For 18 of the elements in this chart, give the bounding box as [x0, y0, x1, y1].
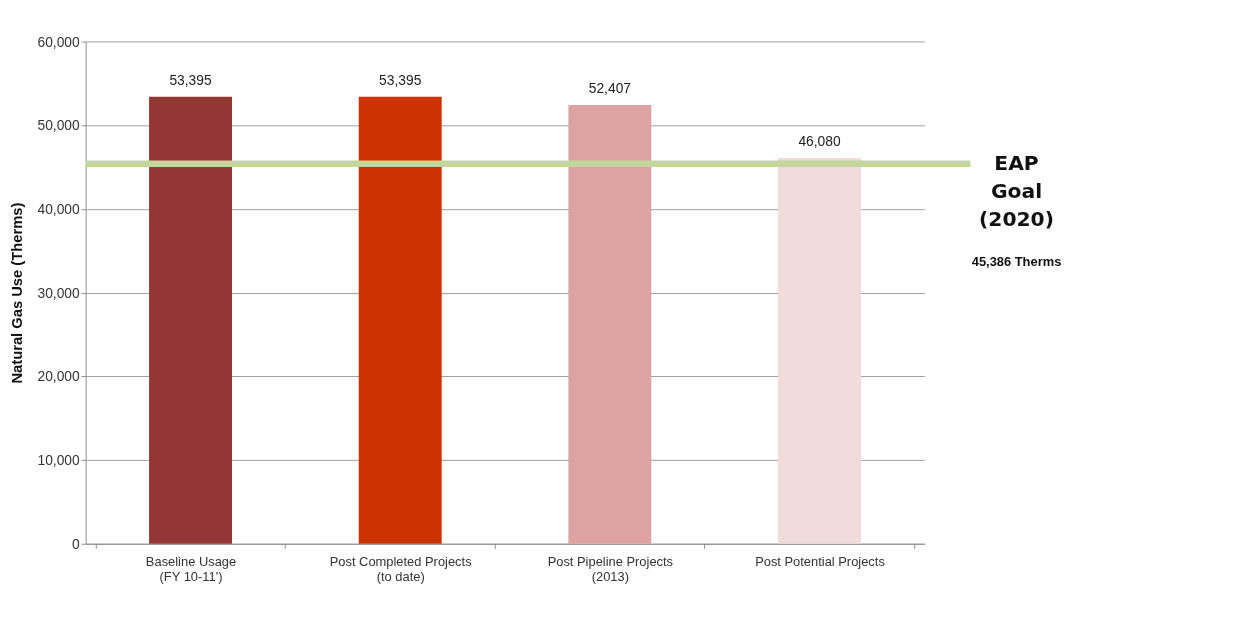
y-tick-label: 30,000 [37, 284, 81, 301]
ref-line-label: EAP Goal (2020) [979, 151, 1054, 231]
text: 45,386 Therms [971, 254, 1062, 270]
data-label: 53,395 [379, 71, 422, 88]
x-tick-label: Post Potential Projects [755, 554, 885, 570]
x-tick-label: Baseline Usage (FY 10-11') [145, 554, 237, 585]
y-tick-label: 50,000 [37, 117, 81, 134]
y-tick-label: 60,000 [37, 33, 81, 50]
y-tick-label: 10,000 [37, 452, 81, 469]
data-label: 53,395 [169, 71, 212, 88]
x-tick-label: Post Completed Projects (to date) [329, 554, 472, 585]
y-tick-label: 40,000 [37, 200, 81, 217]
y-axis-title: Natural Gas Use (Therms) [8, 202, 25, 384]
y-tick-label: 20,000 [37, 368, 81, 385]
data-label: 46,080 [798, 133, 841, 150]
data-label: 52,407 [588, 80, 631, 97]
y-tick-label: 0 [72, 535, 81, 552]
x-tick-label: Post Pipeline Projects (2013) [547, 554, 674, 585]
